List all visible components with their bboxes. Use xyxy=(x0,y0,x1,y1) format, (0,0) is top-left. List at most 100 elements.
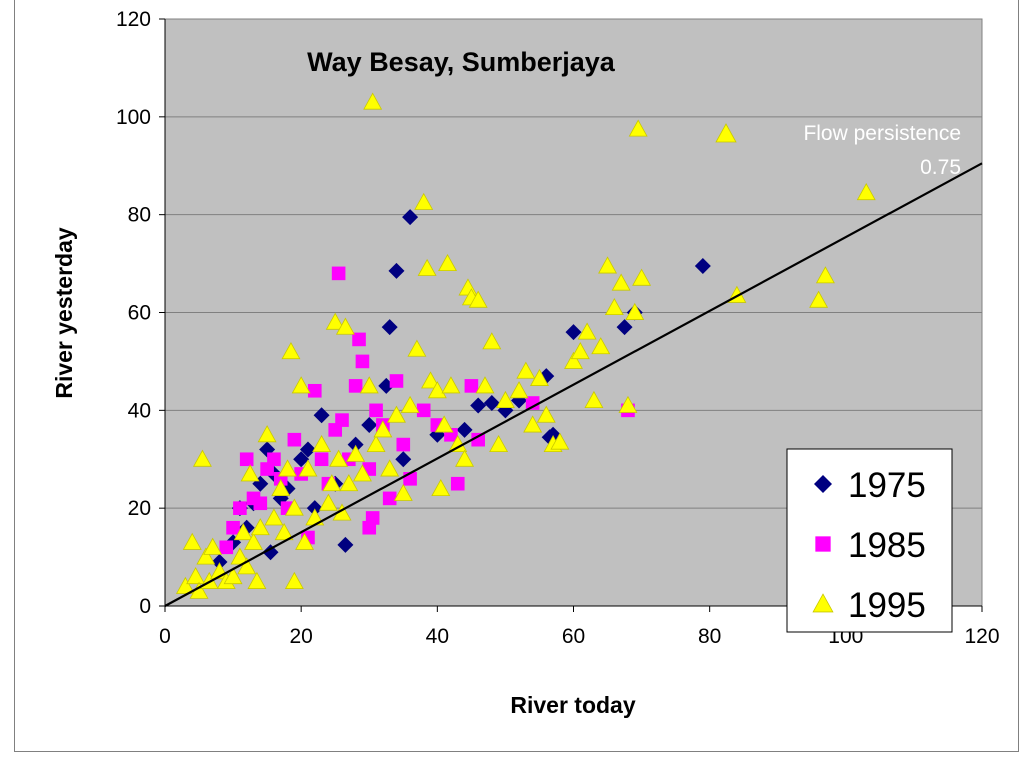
data-point xyxy=(625,302,645,320)
y-tick-label: 40 xyxy=(128,399,151,422)
data-point xyxy=(284,498,304,516)
data-point xyxy=(361,417,378,434)
data-point xyxy=(253,496,268,511)
data-point xyxy=(318,493,338,511)
data-point xyxy=(565,324,582,341)
data-point xyxy=(421,371,441,389)
data-point xyxy=(438,253,458,272)
data-point xyxy=(628,119,648,137)
legend-box xyxy=(786,448,953,633)
data-point xyxy=(335,413,349,427)
legend-item-1995: 1995 xyxy=(812,586,926,625)
data-point xyxy=(495,390,515,408)
data-point xyxy=(240,464,260,482)
legend-label: 1985 xyxy=(848,526,926,565)
data-point xyxy=(809,290,829,308)
data-point xyxy=(299,441,316,458)
data-point xyxy=(247,571,267,589)
data-point xyxy=(298,459,318,477)
data-point xyxy=(335,317,355,335)
reference-line xyxy=(164,162,983,607)
data-point xyxy=(395,451,412,468)
data-point xyxy=(182,532,202,550)
data-point xyxy=(427,381,447,399)
data-point xyxy=(211,553,228,570)
data-point xyxy=(482,332,502,350)
data-point xyxy=(186,567,206,585)
legend-label: 1975 xyxy=(848,466,926,505)
data-point xyxy=(352,464,372,482)
data-point xyxy=(337,536,354,553)
data-point xyxy=(604,297,624,316)
data-point xyxy=(223,567,243,585)
data-point xyxy=(564,351,583,369)
data-point xyxy=(441,376,461,394)
data-point xyxy=(434,415,454,433)
data-point xyxy=(230,547,250,565)
data-point xyxy=(226,520,240,535)
y-tick-label: 120 xyxy=(116,8,151,31)
data-point xyxy=(414,192,434,210)
data-point xyxy=(355,354,370,369)
x-tick-label: 40 xyxy=(426,625,449,648)
data-point xyxy=(274,523,294,541)
data-point xyxy=(694,258,711,275)
data-point xyxy=(468,290,488,308)
data-point xyxy=(450,476,465,491)
data-point xyxy=(284,571,304,589)
data-point xyxy=(287,432,302,447)
y-tick-label: 0 xyxy=(139,595,151,618)
x-tick-label: 60 xyxy=(562,625,585,648)
x-tick-labels: 0 20 40 60 80 100 120 xyxy=(159,625,999,648)
annotation-line-1: Flow persistence xyxy=(803,122,961,145)
y-axis-title: River yesterday xyxy=(51,227,77,399)
data-point xyxy=(264,508,284,526)
data-point xyxy=(307,383,322,398)
x-axis-title: River today xyxy=(510,692,635,718)
data-point xyxy=(402,209,419,226)
data-point xyxy=(455,449,475,467)
y-tick-label: 80 xyxy=(128,204,151,227)
data-point xyxy=(262,544,279,561)
data-point xyxy=(387,405,406,423)
data-point xyxy=(448,434,468,453)
legend: 1975 1985 1995 xyxy=(786,448,953,633)
y-tick-label: 20 xyxy=(128,497,151,520)
data-point xyxy=(257,425,277,443)
data-point xyxy=(278,459,298,477)
data-point xyxy=(331,266,346,281)
data-point xyxy=(233,501,247,515)
data-point xyxy=(346,444,366,462)
data-point xyxy=(219,540,234,555)
x-tick-label: 120 xyxy=(964,625,999,648)
data-point xyxy=(271,478,291,497)
annotation-line-2: 0.75 xyxy=(920,156,961,179)
data-point xyxy=(369,403,383,418)
flow-persistence-annotation: Flow persistence 0.75 xyxy=(715,122,961,179)
data-point xyxy=(325,312,345,330)
data-point xyxy=(570,342,590,360)
data-point xyxy=(393,483,413,501)
data-point xyxy=(407,339,427,357)
data-point xyxy=(237,557,257,575)
data-point xyxy=(281,342,301,360)
data-point xyxy=(339,474,359,492)
y-tick-label: 100 xyxy=(116,106,151,129)
data-point xyxy=(267,452,281,467)
data-point xyxy=(293,451,310,468)
data-point xyxy=(306,500,323,517)
y-tick-label: 60 xyxy=(128,302,151,325)
data-point xyxy=(577,322,597,340)
data-point xyxy=(584,390,604,408)
data-point xyxy=(291,376,311,394)
annotation-triangle-marker xyxy=(715,123,737,143)
data-point xyxy=(416,403,431,418)
data-point xyxy=(417,258,437,276)
data-point xyxy=(381,319,398,336)
data-point xyxy=(516,361,536,379)
data-point xyxy=(382,491,397,506)
data-point xyxy=(400,395,420,413)
legend-marker xyxy=(812,593,834,613)
legend-label: 1995 xyxy=(848,586,926,625)
